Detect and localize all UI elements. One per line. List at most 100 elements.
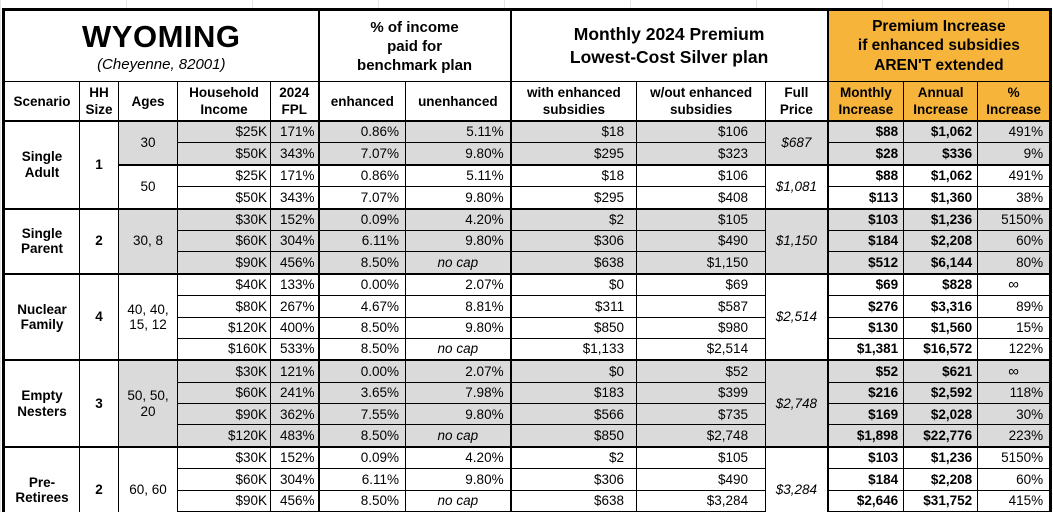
fpl-cell: 456% — [269, 489, 320, 512]
full-price-cell: $1,150 — [765, 207, 829, 275]
ages-cell: 60, 60 — [118, 445, 178, 512]
hh-size-cell: 1 — [79, 120, 119, 210]
location-subtitle: (Cheyenne, 82001) — [97, 56, 226, 74]
wo-subsidies-cell: $106 — [636, 163, 767, 188]
full-price-cell: $3,284 — [765, 445, 829, 512]
income-cell: $120K — [177, 316, 271, 339]
fpl-cell: 533% — [269, 337, 320, 361]
monthly-increase-cell: $184 — [826, 229, 905, 253]
income-cell: $160K — [177, 337, 271, 361]
unenhanced-pct-cell: 9.80% — [405, 142, 512, 166]
wo-subsidies-cell: $323 — [636, 142, 767, 166]
enhanced-pct-cell: 7.55% — [317, 403, 407, 426]
wo-subsidies-cell: $490 — [636, 468, 767, 491]
enhanced-pct-cell: 8.50% — [317, 251, 407, 275]
wo-subsidies-cell: $105 — [636, 445, 767, 470]
monthly-increase-cell: $1,381 — [826, 337, 905, 361]
with-subsidies-cell: $638 — [509, 489, 638, 512]
enhanced-pct-cell: 0.00% — [317, 272, 407, 297]
income-cell: $30K — [177, 359, 271, 383]
with-subsidies-cell: $638 — [509, 251, 638, 275]
title-cell: WYOMING (Cheyenne, 82001) — [2, 9, 320, 82]
income-cell: $90K — [177, 403, 271, 426]
hh-size-cell: 2 — [79, 207, 119, 275]
monthly-increase-cell: $130 — [826, 316, 905, 339]
with-subsidies-cell: $566 — [509, 403, 638, 426]
pct-increase-cell: 60% — [977, 468, 1052, 491]
col-header-with-subsidies: with enhanced subsidies — [509, 81, 638, 122]
wo-subsidies-cell: $490 — [636, 229, 767, 253]
wo-subsidies-cell: $408 — [636, 186, 767, 210]
income-cell: $50K — [177, 186, 271, 210]
fpl-cell: 483% — [269, 424, 320, 448]
ages-cell: 50, 50, 20 — [118, 359, 178, 448]
with-subsidies-cell: $2 — [509, 207, 638, 231]
annual-increase-cell: $22,776 — [903, 424, 979, 448]
income-cell: $30K — [177, 445, 271, 470]
monthly-increase-cell: $103 — [826, 207, 905, 231]
with-subsidies-cell: $295 — [509, 142, 638, 166]
monthly-increase-cell: $88 — [826, 120, 905, 144]
with-subsidies-cell: $0 — [509, 272, 638, 297]
with-subsidies-cell: $306 — [509, 229, 638, 253]
fpl-cell: 400% — [269, 316, 320, 339]
enhanced-pct-cell: 0.09% — [317, 445, 407, 470]
fpl-cell: 121% — [269, 359, 320, 383]
monthly-increase-cell: $169 — [826, 403, 905, 426]
fpl-cell: 133% — [269, 272, 320, 297]
annual-increase-cell: $3,316 — [903, 295, 979, 318]
pct-increase-cell: 89% — [977, 295, 1052, 318]
enhanced-pct-cell: 7.07% — [317, 186, 407, 210]
fpl-cell: 343% — [269, 186, 320, 210]
wo-subsidies-cell: $2,514 — [636, 337, 767, 361]
benchmark-group-header: % of income paid for benchmark plan — [317, 9, 512, 82]
annual-increase-cell: $621 — [903, 359, 979, 383]
col-header-annual-increase: Annual Increase — [903, 81, 979, 122]
unenhanced-pct-cell: 4.20% — [405, 207, 512, 231]
scenario-cell: Single Adult — [3, 120, 80, 210]
ages-cell: 30 — [118, 120, 178, 166]
col-header-pct-increase: % Increase — [977, 81, 1052, 122]
unenhanced-pct-cell: 5.11% — [405, 120, 512, 144]
pct-increase-cell: 5150% — [977, 207, 1052, 231]
fpl-cell: 343% — [269, 142, 320, 166]
income-cell: $80K — [177, 295, 271, 318]
with-subsidies-cell: $850 — [509, 424, 638, 448]
annual-increase-cell: $6,144 — [903, 251, 979, 275]
income-cell: $90K — [177, 251, 271, 275]
enhanced-pct-cell: 6.11% — [317, 229, 407, 253]
wo-subsidies-cell: $2,748 — [636, 424, 767, 448]
annual-increase-cell: $1,062 — [903, 163, 979, 188]
income-cell: $60K — [177, 229, 271, 253]
enhanced-pct-cell: 4.67% — [317, 295, 407, 318]
pct-increase-cell: 15% — [977, 316, 1052, 339]
monthly-increase-cell: $69 — [826, 272, 905, 297]
scenario-cell: Single Parent — [3, 207, 80, 275]
col-header-full-price: Full Price — [765, 81, 829, 122]
pct-increase-cell: 122% — [977, 337, 1052, 361]
unenhanced-pct-cell: 9.80% — [405, 186, 512, 210]
pct-increase-cell: 223% — [977, 424, 1052, 448]
increase-group-header: Premium Increase if enhanced subsidies A… — [826, 9, 1052, 82]
unenhanced-pct-cell: no cap — [405, 424, 512, 448]
wo-subsidies-cell: $106 — [636, 120, 767, 144]
with-subsidies-cell: $2 — [509, 445, 638, 470]
pct-increase-cell: 118% — [977, 381, 1052, 405]
with-subsidies-cell: $311 — [509, 295, 638, 318]
full-price-cell: $1,081 — [765, 163, 829, 210]
wo-subsidies-cell: $3,284 — [636, 489, 767, 512]
unenhanced-pct-cell: 9.80% — [405, 229, 512, 253]
annual-increase-cell: $1,062 — [903, 120, 979, 144]
enhanced-pct-cell: 3.65% — [317, 381, 407, 405]
full-price-cell: $687 — [765, 120, 829, 166]
enhanced-pct-cell: 6.11% — [317, 468, 407, 491]
state-title: WYOMING — [82, 18, 241, 54]
monthly-increase-cell: $184 — [826, 468, 905, 491]
hh-size-cell: 3 — [79, 359, 119, 448]
unenhanced-pct-cell: 7.98% — [405, 381, 512, 405]
col-header-scenario: Scenario — [3, 81, 80, 122]
wo-subsidies-cell: $69 — [636, 272, 767, 297]
unenhanced-pct-cell: 2.07% — [405, 272, 512, 297]
unenhanced-pct-cell: 9.80% — [405, 403, 512, 426]
enhanced-pct-cell: 0.09% — [317, 207, 407, 231]
